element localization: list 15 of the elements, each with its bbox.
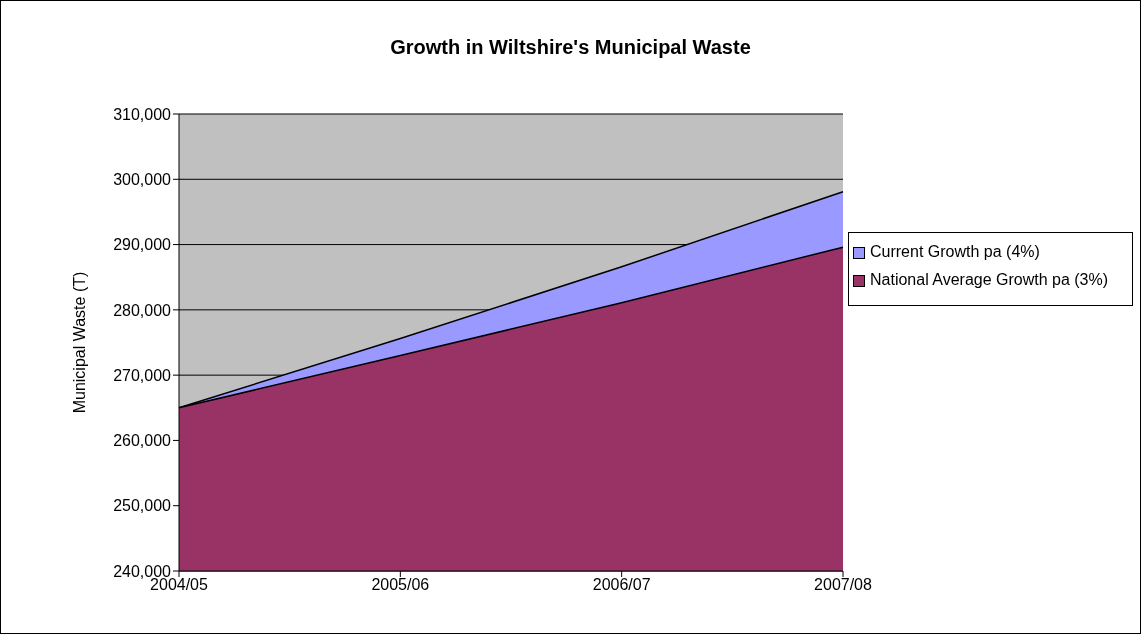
y-tick-label: 260,000 <box>113 432 172 450</box>
y-tick-label: 250,000 <box>113 497 172 515</box>
y-tick-label: 270,000 <box>113 366 172 384</box>
x-tick-label: 2007/08 <box>814 576 873 594</box>
legend-label: National Average Growth pa (3%) <box>870 271 1109 289</box>
x-tick-label: 2005/06 <box>371 576 430 594</box>
legend-label: Current Growth pa (4%) <box>870 243 1040 261</box>
y-tick-label: 300,000 <box>113 170 172 188</box>
x-tick-label: 2004/05 <box>150 576 209 594</box>
y-tick-label: 280,000 <box>113 301 172 319</box>
x-tick-label: 2006/07 <box>592 576 651 594</box>
y-tick-label: 310,000 <box>113 105 172 123</box>
chart-title: Growth in Wiltshire's Municipal Waste <box>389 36 752 59</box>
y-axis-title: Municipal Waste (T) <box>70 271 88 414</box>
y-tick-label: 290,000 <box>113 236 172 254</box>
